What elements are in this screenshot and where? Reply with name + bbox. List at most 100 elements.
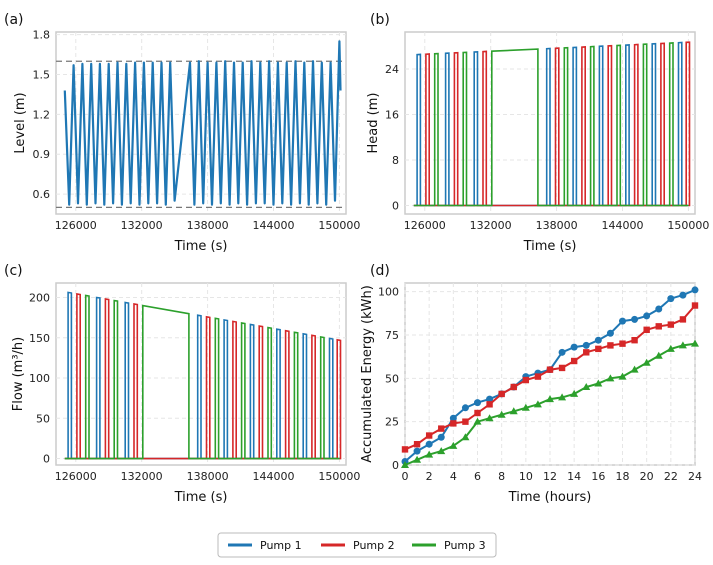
panel-c-plot xyxy=(64,291,342,460)
panel-c-xtick-label: 144000 xyxy=(253,470,295,483)
energy-pump-2-point xyxy=(450,420,457,427)
energy-pump-2-point xyxy=(486,401,493,408)
energy-pump-1-point xyxy=(558,348,566,356)
panel-b-xtick-label: 126000 xyxy=(404,219,446,232)
panel-b-frame xyxy=(404,31,696,215)
energy-pump-1-point xyxy=(474,399,481,407)
legend-label-pump-2: Pump 2 xyxy=(353,539,395,552)
panel-d-ytick-label: 25 xyxy=(385,416,399,429)
panel-d-xtick-label: 24 xyxy=(688,470,702,483)
panel-a-xtick-label: 132000 xyxy=(121,219,163,232)
panel-d-xtick-label: 10 xyxy=(519,470,533,483)
energy-pump-1-point xyxy=(437,433,445,441)
panel-c-xtick-label: 138000 xyxy=(187,470,229,483)
panel-c-ytick-label: 50 xyxy=(36,412,50,425)
panel-a-ytick-label: 0.6 xyxy=(33,188,51,201)
panel-d-xtick-label: 18 xyxy=(616,470,630,483)
panel-b-pump-1-line xyxy=(413,41,689,207)
energy-pump-3-point xyxy=(485,414,494,422)
energy-pump-2-point xyxy=(546,366,554,373)
energy-pump-3-point xyxy=(618,372,627,380)
panel-b-xtick-label: 144000 xyxy=(602,219,644,232)
panel-d-xticks: 0 2 4 6 8 10 12 14 16 18 20 22 24 xyxy=(402,283,702,483)
panel-c-frame xyxy=(55,282,347,466)
energy-pump-3-point xyxy=(473,417,482,425)
panel-c: (c) Time (s) Flow (m³/h) 126000 132000 138… xyxy=(4,263,360,505)
energy-pump-2-point xyxy=(667,321,675,328)
energy-pump-3-point xyxy=(533,400,542,408)
panel-c-ytick-label: 150 xyxy=(29,332,50,345)
panel-d-ytick-label: 50 xyxy=(385,372,399,385)
energy-pump-1-point xyxy=(486,395,494,403)
energy-pump-2-point xyxy=(401,446,409,453)
panel-b-xtick-label: 150000 xyxy=(667,219,709,232)
panel-a-plot xyxy=(56,40,346,208)
panel-b-xtick-label: 132000 xyxy=(470,219,512,232)
energy-pump-2-point xyxy=(498,390,505,398)
panel-a-xticks: 126000 132000 138000 144000 150000 xyxy=(55,32,360,232)
panel-c-ytick-label: 100 xyxy=(29,372,50,385)
energy-pump-2-point xyxy=(462,418,469,425)
panel-a-label: (a) xyxy=(4,12,24,28)
energy-pump-2-point xyxy=(679,316,687,323)
panel-a-frame xyxy=(55,31,347,215)
panel-c-xtick-label: 132000 xyxy=(121,470,163,483)
energy-pump-3-point xyxy=(497,410,506,418)
panel-a-ytick-label: 1.5 xyxy=(33,69,51,82)
panel-d-ylabel: Accumulated Energy (kWh) xyxy=(360,285,375,463)
panel-d-yticks: 0 25 50 75 100 xyxy=(378,286,695,472)
panel-b-label: (b) xyxy=(370,12,390,28)
panel-c-pump-2-line xyxy=(64,293,342,460)
panel-d-xlabel: Time (hours) xyxy=(508,490,592,505)
panel-b-xticks: 126000 132000 138000 144000 150000 xyxy=(404,32,709,232)
panel-a-ytick-label: 1.2 xyxy=(33,108,51,121)
energy-pump-3-point xyxy=(691,339,699,347)
energy-pump-3-point xyxy=(449,441,458,449)
energy-pump-3-point xyxy=(413,455,422,463)
energy-pump-3-point xyxy=(654,351,663,359)
panel-b-ytick-label: 16 xyxy=(385,108,399,121)
energy-pump-2-point xyxy=(655,323,662,330)
panel-c-xlabel: Time (s) xyxy=(174,490,228,505)
panel-a-xtick-label: 126000 xyxy=(55,219,97,232)
energy-pump-2-point xyxy=(425,432,433,439)
panel-a-ylabel: Level (m) xyxy=(13,92,28,153)
panel-c-ytick-label: 200 xyxy=(29,291,50,304)
energy-pump-2-point xyxy=(643,326,650,333)
energy-pump-2-point xyxy=(631,337,638,344)
panel-d-plot xyxy=(401,286,699,468)
panel-d: (d) Time (hours) Accumulated Energy (kWh… xyxy=(360,263,702,505)
energy-pump-3-point xyxy=(570,389,579,397)
energy-pump-2-point xyxy=(558,364,566,372)
panel-c-pump-1-line xyxy=(64,291,340,460)
energy-pump-3-point xyxy=(678,341,687,349)
panel-b-pump-2-line xyxy=(413,41,691,207)
energy-pump-3-point xyxy=(425,450,434,458)
energy-pump-3-point xyxy=(582,383,591,390)
energy-pump-1-point xyxy=(631,315,639,323)
panel-d-xtick-label: 6 xyxy=(474,470,481,483)
panel-d-xtick-label: 4 xyxy=(450,470,457,483)
energy-pump-3-point xyxy=(642,358,651,366)
energy-pump-2-point xyxy=(691,302,699,309)
energy-pump-3-point xyxy=(521,403,530,411)
panel-d-xtick-label: 12 xyxy=(543,470,557,483)
energy-pump-2-point xyxy=(595,345,602,353)
panel-c-xtick-label: 126000 xyxy=(55,470,97,483)
panel-a-ytick-label: 1.8 xyxy=(33,29,51,42)
panel-a-xtick-label: 138000 xyxy=(187,219,229,232)
energy-pump-1-point xyxy=(425,440,433,448)
energy-pump-1-point xyxy=(413,447,421,455)
energy-pump-1-point xyxy=(655,305,663,313)
energy-pump-1-point xyxy=(594,336,602,344)
energy-pump-1-point xyxy=(667,295,675,303)
panel-d-xtick-label: 14 xyxy=(567,470,581,483)
energy-pump-2-point xyxy=(619,340,626,347)
energy-pump-1-point xyxy=(619,317,626,325)
energy-pump-2-point xyxy=(570,357,578,365)
energy-pump-3-point xyxy=(558,393,567,401)
panel-d-xtick-label: 8 xyxy=(498,470,505,483)
energy-pump-3-point xyxy=(594,379,603,387)
panel-d-ytick-label: 75 xyxy=(385,329,399,342)
